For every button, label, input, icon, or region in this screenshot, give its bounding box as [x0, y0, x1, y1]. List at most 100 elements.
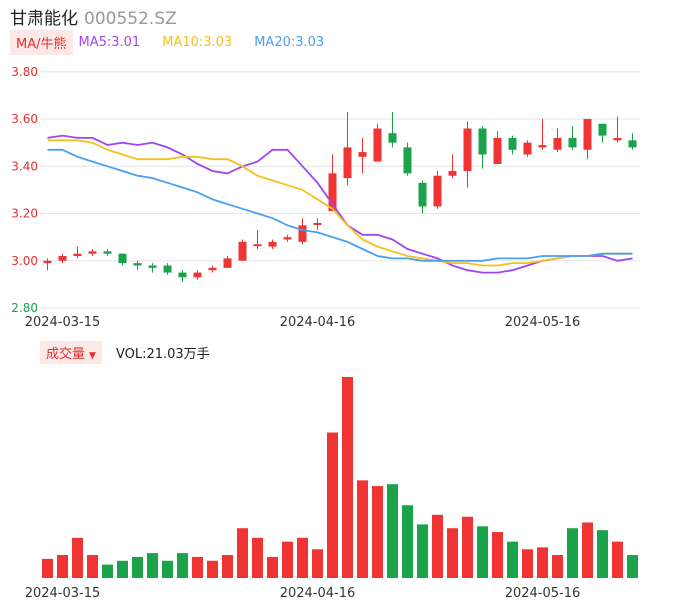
- x-tick-label: 2024-03-15: [25, 315, 101, 330]
- volume-bar: [42, 558, 53, 578]
- volume-bar: [372, 486, 383, 578]
- candle-body: [448, 171, 457, 176]
- ma20-legend: MA20:3.03: [254, 34, 325, 50]
- candle-body: [628, 140, 637, 148]
- candle-body: [148, 265, 157, 268]
- volume-bar: [162, 560, 173, 578]
- ma-toggle-button[interactable]: MA/牛熊: [10, 29, 73, 55]
- candle-body: [433, 175, 442, 207]
- candle-body: [58, 256, 67, 261]
- candle-body: [613, 137, 622, 141]
- volume-bar: [237, 528, 248, 578]
- candle-body: [238, 241, 247, 261]
- x-tick-label: 2024-05-16: [505, 586, 581, 601]
- candle-body: [223, 258, 232, 268]
- volume-bar: [252, 537, 263, 578]
- volume-bar: [597, 530, 608, 578]
- volume-bar: [87, 555, 98, 578]
- volume-bar: [567, 528, 578, 578]
- volume-bar: [192, 556, 203, 578]
- y-tick-label: 2.80: [11, 301, 38, 315]
- volume-bar: [72, 537, 83, 578]
- candle-body: [133, 263, 142, 266]
- volume-bar: [177, 553, 188, 578]
- ma20-line: [47, 148, 633, 262]
- volume-bar: [537, 547, 548, 578]
- caret-down-icon: ▼: [89, 350, 96, 361]
- x-tick-label: 2024-04-16: [280, 586, 356, 601]
- volume-bar: [222, 555, 233, 578]
- candle-body: [463, 128, 472, 172]
- ma10-legend: MA10:3.03: [162, 34, 233, 50]
- x-tick-label: 2024-04-16: [280, 315, 356, 330]
- candle-body: [493, 137, 502, 164]
- candle-body: [193, 272, 202, 278]
- volume-bar: [147, 553, 158, 578]
- y-tick-label: 3.60: [11, 112, 38, 126]
- candle-body: [358, 152, 367, 157]
- volume-bar: [117, 560, 128, 578]
- volume-bar: [552, 555, 563, 578]
- volume-dropdown-label: 成交量: [46, 346, 86, 362]
- ma-legend: MA/牛熊 MA5:3.01 MA10:3.03 MA20:3.03: [10, 29, 346, 55]
- candle-body: [43, 260, 52, 264]
- candle-body: [163, 265, 172, 273]
- candle-body: [208, 267, 217, 271]
- volume-bar: [282, 541, 293, 578]
- volume-bar: [297, 537, 308, 578]
- candle-body: [478, 128, 487, 155]
- volume-bar: [387, 484, 398, 578]
- candle-body: [118, 253, 127, 264]
- volume-bar: [312, 549, 323, 578]
- volume-bar: [447, 528, 458, 578]
- candle-body: [268, 241, 277, 247]
- volume-value: VOL:21.03万手: [115, 346, 210, 362]
- candle-body: [538, 145, 547, 148]
- volume-bar: [267, 556, 278, 578]
- candle-body: [388, 133, 397, 143]
- y-tick-label: 3.00: [11, 254, 38, 268]
- candle-body: [103, 251, 112, 254]
- volume-dropdown-button[interactable]: 成交量 ▼: [40, 340, 102, 364]
- volume-bar: [357, 480, 368, 578]
- candle-body: [313, 222, 322, 225]
- volume-bar: [492, 532, 503, 578]
- candle-body: [178, 272, 187, 278]
- candle-body: [418, 182, 427, 207]
- volume-legend: 成交量 ▼ VOL:21.03万手: [40, 340, 210, 364]
- candle-body: [298, 225, 307, 242]
- volume-bar: [342, 377, 353, 578]
- candle-body: [373, 128, 382, 162]
- candle-body: [583, 119, 592, 150]
- volume-bar: [132, 556, 143, 578]
- volume-bar: [402, 505, 413, 578]
- volume-bar: [522, 549, 533, 578]
- candle-body: [283, 237, 292, 240]
- volume-bar: [327, 432, 338, 578]
- candle-body: [343, 147, 352, 179]
- volume-bar: [612, 541, 623, 578]
- volume-bar: [207, 560, 218, 578]
- volume-bar: [432, 514, 443, 578]
- x-tick-label: 2024-05-16: [505, 315, 581, 330]
- volume-bar: [477, 526, 488, 578]
- candle-body: [523, 142, 532, 155]
- candle-body: [88, 251, 97, 254]
- volume-bar: [627, 555, 638, 578]
- volume-bar: [507, 541, 518, 578]
- candle-body: [553, 137, 562, 150]
- candle-body: [568, 137, 577, 148]
- volume-bar: [582, 522, 593, 578]
- stock-name: 甘肃能化: [10, 9, 78, 29]
- candle-body: [598, 123, 607, 136]
- candle-body: [508, 137, 517, 150]
- x-tick-label: 2024-03-15: [25, 586, 101, 601]
- volume-bar: [57, 555, 68, 578]
- volume-bar: [417, 524, 428, 578]
- y-tick-label: 3.20: [11, 207, 38, 221]
- stock-title: 甘肃能化 000552.SZ: [10, 4, 177, 29]
- candle-body: [403, 147, 412, 174]
- candle-body: [73, 253, 82, 257]
- volume-bar: [102, 564, 113, 578]
